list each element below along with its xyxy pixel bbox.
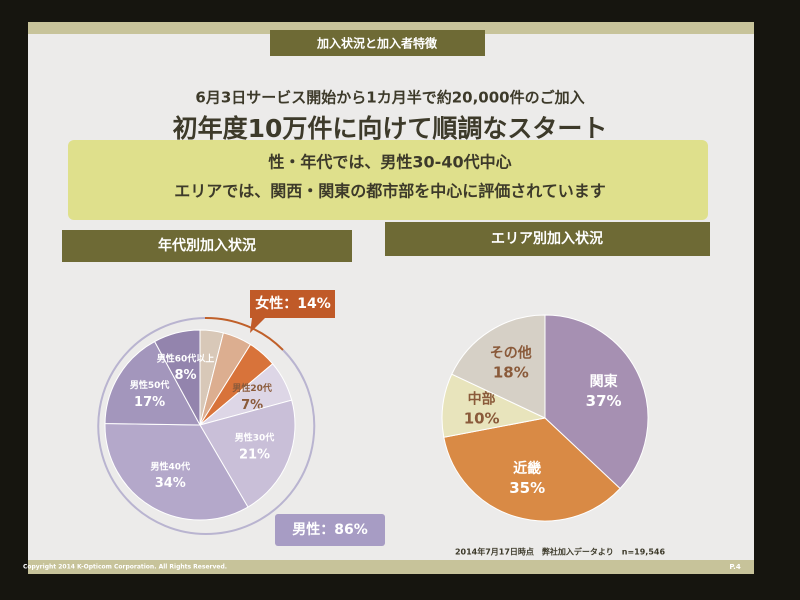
tab-title: 加入状況と加入者特徴 [316, 36, 438, 51]
slice-value: 8% [174, 368, 196, 383]
slice-label: 男性50代 [130, 379, 170, 391]
pie-slice [544, 314, 649, 490]
footnote: 2014年7月17日時点 弊社加入データより n=19,546 [455, 547, 666, 557]
slice-value: 18% [493, 364, 529, 382]
annotation: 女性：14% [255, 295, 331, 312]
summary-line: エリアでは、関西・関東の都市部を中心に評価されています [174, 182, 606, 201]
tab [270, 30, 485, 56]
pie-slice [199, 399, 296, 508]
slide-top-band [28, 22, 754, 34]
slice-value: 34% [155, 476, 186, 491]
pie-slice [153, 329, 201, 426]
female-arc [204, 316, 284, 351]
pie-slice [443, 417, 621, 522]
chart-title-bar [62, 230, 352, 262]
slice-label: 男性20代 [232, 382, 272, 394]
slice-label: 関東 [590, 373, 618, 390]
slice-label: 男性60代以上 [157, 352, 215, 364]
slice-value: 17% [134, 395, 165, 410]
chart-title: 年代別加入状況 [158, 237, 256, 254]
chart-title-bar [385, 222, 710, 256]
slice-label: 男性40代 [151, 460, 191, 472]
slice-label: 近畿 [513, 460, 541, 477]
slide-footer-band [28, 560, 754, 574]
headline: 初年度10万件に向けて順調なスタート [173, 114, 608, 143]
slice-value: 21% [239, 448, 270, 463]
lead: 6月3日サービス開始から1カ月半で約20,000件のご加入 [195, 89, 584, 107]
summary-line: 性・年代では、男性30-40代中心 [268, 153, 511, 172]
annotation: 男性：86% [292, 521, 368, 538]
annotation-box [250, 290, 335, 333]
summary-box [68, 140, 708, 220]
pie-slice [104, 340, 201, 426]
pie-slice [451, 314, 546, 419]
slice-value: 10% [464, 409, 500, 427]
slice-label: 男性30代 [235, 432, 275, 444]
chart-title: エリア別加入状況 [491, 230, 603, 247]
male-arc [97, 317, 316, 535]
copyright: Copyright 2014 K-Opticom Corporation. Al… [23, 564, 227, 571]
slice-label: その他 [490, 345, 532, 362]
annotation-box [275, 514, 385, 546]
slice-value: 37% [586, 392, 622, 410]
slice-label: 中部 [468, 390, 496, 407]
slice-value: 35% [509, 479, 545, 497]
pie-slice [104, 423, 249, 521]
page-number: P.4 [729, 563, 741, 571]
